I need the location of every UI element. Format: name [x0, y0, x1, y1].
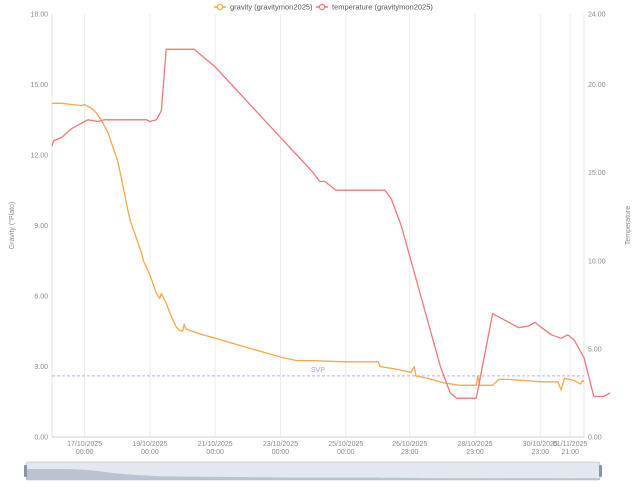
x-axis: 17/10/202500:0019/10/202500:0021/10/2025… — [52, 436, 588, 456]
y-left-tick-label: 6.00 — [34, 294, 48, 301]
legend-swatch-dot — [318, 3, 326, 11]
zoom-handle-left[interactable] — [24, 465, 27, 477]
zoom-selection[interactable] — [26, 462, 600, 480]
x-tick-label-time: 23:00 — [401, 449, 419, 456]
y-right-tick-label: 15.00 — [588, 170, 606, 177]
legend: gravity (gravitymon2025) temperature (gra… — [214, 3, 433, 12]
grid — [51, 14, 585, 437]
data-zoom-slider[interactable] — [24, 461, 602, 481]
x-tick-label-date: 26/10/2025 — [392, 441, 427, 448]
y-right-tick-label: 20.00 — [588, 82, 606, 89]
series-layer — [51, 48, 611, 399]
x-tick-label-date: 21/10/2025 — [198, 441, 233, 448]
svp-label: SVP — [311, 367, 325, 374]
x-tick-label-time: 23:00 — [531, 449, 549, 456]
y-right-tick-label: 10.00 — [588, 258, 606, 265]
x-tick-label-time: 21:00 — [561, 449, 579, 456]
series-line-gravity — [52, 102, 585, 391]
x-tick-label-time: 00:00 — [272, 449, 290, 456]
x-tick-label-time: 23:00 — [466, 449, 484, 456]
zoom-preview — [26, 469, 600, 480]
zoom-handle-right[interactable] — [599, 465, 602, 477]
x-tick-label-time: 00:00 — [76, 449, 94, 456]
y-axis-right: 0.00 5.00 10.00 15.00 20.00 24.00 Temperature — [588, 12, 632, 442]
x-tick-label-date: 25/10/2025 — [328, 441, 363, 448]
x-tick-label-date: 17/10/2025 — [67, 441, 102, 448]
series-line-temperature — [51, 48, 611, 399]
y-left-tick-label: 15.00 — [30, 82, 48, 89]
x-tick-label-date: 28/10/2025 — [457, 441, 492, 448]
x-tick-label-date: 30/10/2025 — [523, 441, 558, 448]
x-tick-label-date: 19/10/2025 — [132, 441, 167, 448]
x-tick-label-time: 00:00 — [141, 449, 159, 456]
y-right-tick-label: 5.00 — [588, 346, 602, 353]
y-left-tick-label: 9.00 — [34, 223, 48, 230]
y-left-axis-title: Gravity (°Plato) — [8, 202, 16, 250]
y-axis-left: 0.00 3.00 6.00 9.00 12.00 15.00 18.00 Gravity (… — [8, 12, 48, 442]
y-right-axis-title: Temperature — [625, 206, 632, 245]
x-tick-label-date: 23/10/2025 — [263, 441, 298, 448]
y-right-tick-label: 0.00 — [588, 435, 602, 442]
y-right-tick-label: 24.00 — [588, 12, 606, 19]
y-left-tick-label: 3.00 — [34, 364, 48, 371]
y-left-tick-label: 12.00 — [30, 153, 48, 160]
y-left-tick-label: 18.00 — [30, 12, 48, 19]
legend-label: gravity (gravitymon2025) — [230, 3, 313, 12]
reference-line: SVP — [52, 367, 584, 377]
x-tick-label-date: 01/11/2025 — [553, 441, 588, 448]
legend-label: temperature (gravitymon2025) — [332, 3, 433, 12]
x-tick-label-time: 00:00 — [206, 449, 224, 456]
x-tick-label-time: 00:00 — [337, 449, 355, 456]
legend-swatch-dot — [216, 3, 224, 11]
y-left-tick-label: 0.00 — [34, 435, 48, 442]
